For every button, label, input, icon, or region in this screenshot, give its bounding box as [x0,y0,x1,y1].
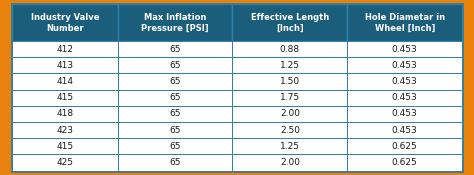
Bar [347,73,462,90]
Bar [232,122,347,138]
Text: 425: 425 [56,158,73,167]
Bar [118,4,232,41]
Text: 65: 65 [169,158,181,167]
Bar [347,90,462,106]
Bar [347,122,462,138]
Bar [12,4,118,41]
Text: 415: 415 [56,93,73,102]
Bar [347,57,462,73]
Text: Max Inflation
Pressure [PSI]: Max Inflation Pressure [PSI] [141,13,209,33]
Bar [232,138,347,154]
Bar [232,4,347,41]
Bar [118,73,232,90]
Text: 0.88: 0.88 [280,45,300,54]
Bar [347,138,462,154]
Text: Industry Valve
Number: Industry Valve Number [30,13,99,33]
Text: 65: 65 [169,142,181,151]
Bar [12,106,118,122]
Text: 0.625: 0.625 [392,142,418,151]
Text: 2.00: 2.00 [280,109,300,118]
Bar [347,41,462,57]
Text: 413: 413 [56,61,73,70]
Text: 2.00: 2.00 [280,158,300,167]
Text: 65: 65 [169,109,181,118]
Bar [232,57,347,73]
Bar [118,122,232,138]
Bar [347,4,462,41]
Text: 1.25: 1.25 [280,142,300,151]
Text: 0.453: 0.453 [392,77,418,86]
Bar [232,73,347,90]
Text: 412: 412 [56,45,73,54]
Text: 1.75: 1.75 [280,93,300,102]
Bar [232,41,347,57]
Bar [232,106,347,122]
Text: 418: 418 [56,109,73,118]
Bar [118,90,232,106]
Bar [118,57,232,73]
Text: 65: 65 [169,77,181,86]
Text: 0.453: 0.453 [392,45,418,54]
Text: 65: 65 [169,93,181,102]
Text: 2.50: 2.50 [280,126,300,135]
Text: 414: 414 [56,77,73,86]
Bar [118,106,232,122]
Text: 65: 65 [169,126,181,135]
Text: 1.25: 1.25 [280,61,300,70]
Bar [118,154,232,171]
Text: Hole Diametar in
Wheel [Inch]: Hole Diametar in Wheel [Inch] [365,13,445,33]
Text: 0.453: 0.453 [392,61,418,70]
Text: 1.50: 1.50 [280,77,300,86]
Bar [347,106,462,122]
Text: 0.453: 0.453 [392,93,418,102]
Bar [12,154,118,171]
Text: 0.453: 0.453 [392,126,418,135]
Bar [12,73,118,90]
Text: 0.625: 0.625 [392,158,418,167]
Text: 415: 415 [56,142,73,151]
Text: 423: 423 [56,126,73,135]
Bar [12,90,118,106]
Text: 65: 65 [169,45,181,54]
Text: 0.453: 0.453 [392,109,418,118]
Bar [118,138,232,154]
Bar [347,154,462,171]
Text: 65: 65 [169,61,181,70]
Text: Effective Length
[Inch]: Effective Length [Inch] [251,13,329,33]
Bar [118,41,232,57]
Bar [12,122,118,138]
Bar [12,138,118,154]
Bar [232,154,347,171]
Bar [232,90,347,106]
Bar [12,57,118,73]
Bar [12,41,118,57]
